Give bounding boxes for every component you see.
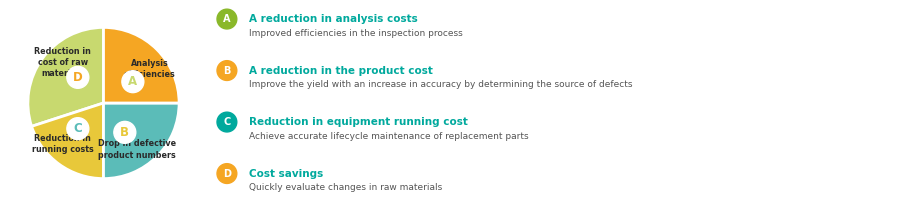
Text: D: D (223, 169, 231, 179)
Wedge shape (32, 103, 104, 179)
Text: C: C (223, 117, 230, 127)
Ellipse shape (217, 164, 237, 183)
Circle shape (67, 66, 89, 88)
Text: A reduction in the product cost: A reduction in the product cost (249, 66, 433, 76)
Wedge shape (104, 27, 179, 103)
Text: A: A (223, 14, 230, 24)
Circle shape (114, 121, 136, 143)
Text: B: B (223, 66, 230, 76)
Wedge shape (104, 103, 179, 179)
Text: Drop in defective
product numbers: Drop in defective product numbers (98, 139, 176, 159)
Text: Achieve accurate lifecycle maintenance of replacement parts: Achieve accurate lifecycle maintenance o… (249, 132, 529, 141)
Text: Analysis
efficiencies: Analysis efficiencies (124, 59, 176, 79)
Circle shape (122, 71, 144, 93)
Text: B: B (121, 126, 130, 139)
Text: Reduction in
cost of raw
materials: Reduction in cost of raw materials (34, 47, 91, 78)
Text: Improved efficiencies in the inspection process: Improved efficiencies in the inspection … (249, 29, 464, 38)
Ellipse shape (217, 9, 237, 29)
Wedge shape (28, 27, 104, 126)
Text: Reduction in
running costs: Reduction in running costs (32, 133, 94, 154)
Text: Reduction in equipment running cost: Reduction in equipment running cost (249, 117, 468, 127)
Text: D: D (73, 71, 83, 84)
Text: A reduction in analysis costs: A reduction in analysis costs (249, 14, 418, 24)
Text: Quickly evaluate changes in raw materials: Quickly evaluate changes in raw material… (249, 184, 443, 192)
Ellipse shape (217, 61, 237, 81)
Text: Improve the yield with an increase in accuracy by determining the source of defe: Improve the yield with an increase in ac… (249, 81, 633, 89)
Circle shape (67, 118, 89, 140)
Text: C: C (74, 122, 82, 135)
Ellipse shape (217, 112, 237, 132)
Text: A: A (129, 75, 138, 88)
Text: Cost savings: Cost savings (249, 169, 324, 179)
